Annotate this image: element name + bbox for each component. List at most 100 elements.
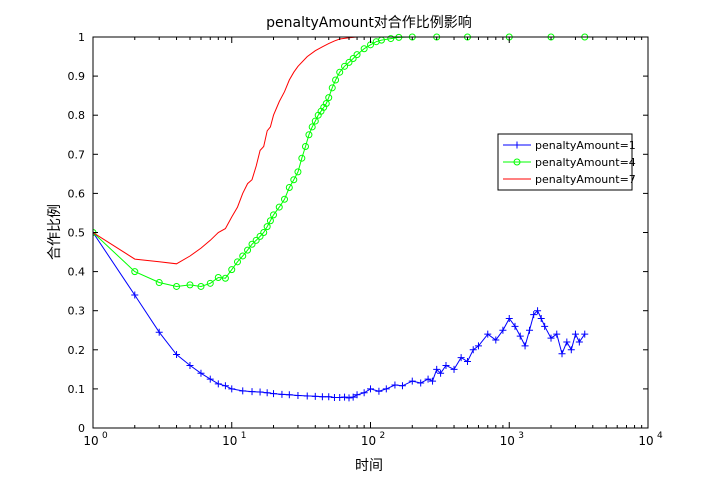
series-1-point-26 bbox=[345, 394, 353, 402]
series-2-point-28 bbox=[305, 131, 313, 139]
series-1-point-61 bbox=[558, 350, 566, 358]
series-1-point-52 bbox=[516, 332, 524, 340]
series-2-point-40 bbox=[345, 58, 353, 66]
series-2-point-24 bbox=[290, 176, 298, 184]
x-tick-label-3: 10 bbox=[500, 434, 515, 448]
series-1-point-60 bbox=[553, 330, 561, 338]
x-tick-exponent-2: 2 bbox=[380, 431, 386, 441]
series-1-point-27 bbox=[349, 393, 357, 401]
series-2-point-10 bbox=[228, 266, 236, 274]
series-2-point-21 bbox=[275, 203, 283, 211]
series-1-point-38 bbox=[429, 377, 437, 385]
series-1-point-32 bbox=[382, 385, 390, 393]
series-2-point-13 bbox=[244, 246, 252, 254]
legend-label-2: penaltyAmount=4 bbox=[535, 156, 636, 169]
x-tick-exponent-4: 4 bbox=[657, 431, 663, 441]
x-tick-label-1: 10 bbox=[222, 434, 237, 448]
x-tick-exponent-3: 3 bbox=[518, 431, 524, 441]
series-1-point-63 bbox=[567, 346, 575, 354]
x-tick-exponent-0: 0 bbox=[102, 431, 108, 441]
y-tick-label-0: 0 bbox=[78, 422, 85, 435]
series-1-point-19 bbox=[303, 392, 311, 400]
series-2-point-34 bbox=[322, 99, 330, 107]
series-1-point-9 bbox=[221, 382, 229, 390]
series-2-point-19 bbox=[266, 217, 274, 225]
series-2-point-4 bbox=[173, 282, 181, 290]
series-2-point-6 bbox=[197, 282, 205, 290]
series-1-point-7 bbox=[206, 375, 214, 383]
series-1-point-66 bbox=[581, 330, 589, 338]
series-1-point-43 bbox=[457, 354, 465, 362]
series-2-point-27 bbox=[301, 142, 309, 150]
x-axis-label: 时间 bbox=[355, 458, 383, 474]
series-1-point-64 bbox=[571, 330, 579, 338]
chart-title: penaltyAmount对合作比例影响 bbox=[266, 15, 472, 31]
series-1-point-10 bbox=[228, 385, 236, 393]
series-2-point-8 bbox=[214, 273, 222, 281]
series-1-point-39 bbox=[433, 365, 441, 373]
series-2-point-18 bbox=[263, 223, 271, 231]
series-2-point-23 bbox=[285, 184, 293, 192]
series-1-point-21 bbox=[318, 393, 326, 401]
series-1-point-47 bbox=[484, 330, 492, 338]
series-1-point-29 bbox=[360, 389, 368, 397]
series-3-line bbox=[93, 36, 585, 265]
series-1-point-54 bbox=[526, 326, 534, 334]
series-1-point-35 bbox=[408, 377, 416, 385]
y-tick-label-5: 0.5 bbox=[68, 227, 86, 240]
x-tick-label-4: 10 bbox=[638, 434, 653, 448]
series-1-point-45 bbox=[469, 346, 477, 354]
series-1-point-62 bbox=[563, 338, 571, 346]
series-1-point-58 bbox=[541, 322, 549, 330]
series-1-point-34 bbox=[398, 382, 406, 390]
series-1-point-5 bbox=[186, 361, 194, 369]
series-1-point-49 bbox=[499, 326, 507, 334]
series-2-point-30 bbox=[311, 117, 319, 125]
series-1-point-46 bbox=[474, 342, 482, 350]
y-tick-label-6: 0.6 bbox=[68, 187, 86, 200]
series-2-point-26 bbox=[298, 154, 306, 162]
series-1-point-48 bbox=[492, 336, 500, 344]
x-tick-label-0: 10 bbox=[83, 434, 98, 448]
series-1-point-16 bbox=[278, 390, 286, 398]
series-1-point-17 bbox=[285, 391, 293, 399]
series-2-point-5 bbox=[186, 281, 194, 289]
series-1-point-53 bbox=[521, 342, 529, 350]
series-1-point-40 bbox=[437, 369, 445, 377]
series-2-point-41 bbox=[349, 55, 357, 63]
series-1-point-2 bbox=[131, 291, 139, 299]
y-tick-label-1: 0.1 bbox=[68, 383, 86, 396]
series-1-point-12 bbox=[248, 388, 256, 396]
series-2-point-47 bbox=[387, 35, 395, 43]
series-2-point-15 bbox=[252, 236, 260, 244]
plot-background bbox=[93, 37, 648, 428]
series-1-point-51 bbox=[511, 322, 519, 330]
series-2-point-14 bbox=[248, 240, 256, 248]
series-1-point-30 bbox=[367, 385, 374, 393]
series-2-point-17 bbox=[260, 229, 268, 236]
series-2-point-12 bbox=[239, 252, 247, 260]
series-2-point-22 bbox=[281, 195, 289, 203]
series-2-point-37 bbox=[332, 76, 340, 84]
series-2-point-39 bbox=[341, 62, 349, 70]
legend-label-1: penaltyAmount=1 bbox=[535, 139, 636, 152]
y-tick-label-2: 0.2 bbox=[68, 344, 86, 357]
series-3 bbox=[93, 36, 585, 265]
series-1-point-11 bbox=[239, 387, 247, 395]
series-2-point-16 bbox=[256, 232, 264, 240]
series-1-point-28 bbox=[353, 391, 361, 399]
series-2-point-7 bbox=[206, 279, 214, 287]
y-tick-label-7: 0.7 bbox=[68, 148, 86, 161]
legend-marker-2 bbox=[513, 158, 521, 166]
legend-label-3: penaltyAmount=7 bbox=[535, 173, 636, 186]
y-tick-label-9: 0.9 bbox=[68, 70, 86, 83]
y-tick-label-8: 0.8 bbox=[68, 109, 86, 122]
series-2-point-9 bbox=[221, 274, 229, 282]
series-2-point-35 bbox=[325, 94, 333, 102]
series-layer bbox=[93, 33, 589, 402]
series-1-point-20 bbox=[311, 392, 319, 400]
series-1-point-31 bbox=[375, 387, 383, 395]
y-tick-label-4: 0.4 bbox=[68, 266, 86, 279]
series-2-point-36 bbox=[328, 84, 336, 92]
